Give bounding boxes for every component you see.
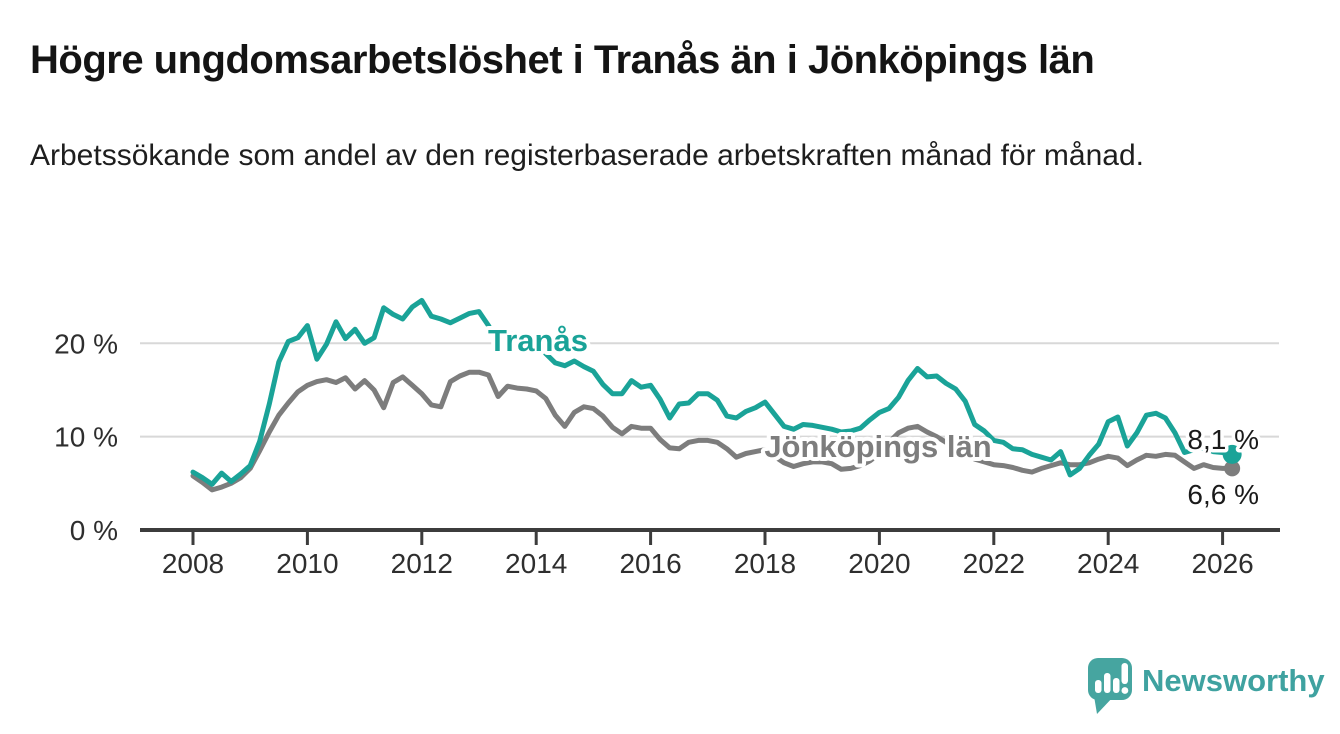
series-label-jonkopings-lan: Jönköpings län	[764, 429, 991, 464]
logo-exclamation-icon	[1121, 663, 1128, 684]
x-tick-label: 2010	[276, 548, 338, 579]
y-tick-label: 10 %	[54, 422, 118, 453]
x-axis: 2008 2010 2012 2014 2016 2018 2020 2022 2024 2026	[140, 528, 1280, 579]
x-tick-label: 2018	[734, 548, 796, 579]
series-end-dot-jonkopings-lan	[1224, 460, 1241, 477]
end-value-label-tranas: 8,1 %	[1187, 424, 1259, 455]
end-value-label-jonkopings-lan: 6,6 %	[1187, 479, 1259, 510]
y-tick-label: 0 %	[70, 515, 118, 546]
x-tick-label: 2022	[963, 548, 1025, 579]
chart-series	[190, 297, 1242, 493]
series-line-tranas	[190, 297, 1235, 487]
series-label-tranas: Tranås	[488, 323, 588, 358]
chart-labels: Jönköpings län Tranås 6,6 % 8,1 %	[484, 319, 1262, 514]
newsworthy-logo: Newsworthy	[1088, 658, 1325, 714]
x-tick-label: 2020	[848, 548, 910, 579]
newsworthy-wordmark: Newsworthy	[1142, 663, 1325, 698]
logo-bar-short-icon	[1095, 680, 1102, 693]
chart-subtitle: Arbetssökande som andel av den registerb…	[30, 139, 1144, 172]
page-title: Högre ungdomsarbetslöshet i Tranås än i …	[30, 38, 1095, 82]
gridlines: 0 % 10 % 20 %	[54, 328, 1279, 546]
x-tick-label: 2008	[162, 548, 224, 579]
logo-bar-tall-icon	[1104, 673, 1111, 693]
x-tick-label: 2026	[1191, 548, 1253, 579]
newsworthy-logo-mark-icon	[1088, 658, 1132, 714]
logo-bar-mid-icon	[1113, 678, 1120, 693]
x-tick-label: 2024	[1077, 548, 1139, 579]
x-tick-label: 2014	[505, 548, 567, 579]
x-tick-label: 2012	[391, 548, 453, 579]
x-tick-label: 2016	[619, 548, 681, 579]
series-end-dot-tranas	[1222, 444, 1242, 464]
series-line-jonkopings-lan	[190, 369, 1235, 493]
y-tick-label: 20 %	[54, 328, 118, 359]
